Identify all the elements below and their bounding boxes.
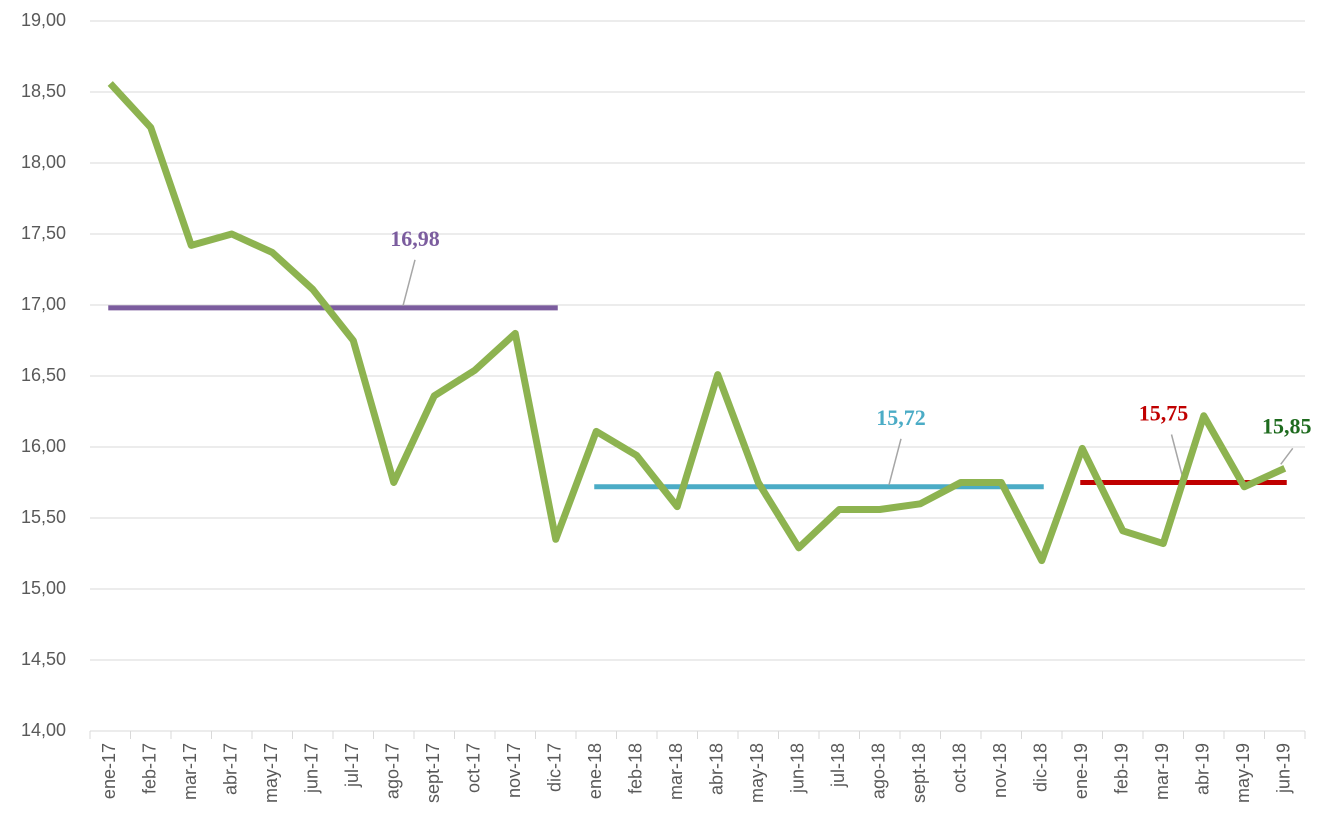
x-tick-label: may-19 [1233,743,1253,803]
y-tick-label: 17,50 [21,223,66,243]
x-tick-label: ago-18 [869,743,889,799]
x-tick-label: abr-17 [221,743,241,795]
leader-line [1280,447,1294,465]
y-tick-label: 17,00 [21,294,66,314]
x-tick-label: mar-17 [180,743,200,800]
y-tick-label: 14,00 [21,720,66,740]
x-tick-label: abr-18 [707,743,727,795]
x-tick-label: dic-18 [1031,743,1051,792]
y-tick-label: 14,50 [21,649,66,669]
x-tick-label: feb-18 [626,743,646,794]
x-tick-label: mar-18 [666,743,686,800]
y-tick-label: 18,50 [21,81,66,101]
x-tick-label: mar-19 [1152,743,1172,800]
x-tick-label: jun-17 [302,743,322,794]
y-tick-label: 19,00 [21,10,66,30]
x-tick-label: nov-17 [504,743,524,798]
x-tick-label: sept-18 [909,743,929,803]
x-tick-label: ago-17 [383,743,403,799]
leader-line [402,259,416,307]
x-tick-label: may-17 [261,743,281,803]
end-label: 15,85 [1262,413,1312,438]
x-tick-label: feb-19 [1112,743,1132,794]
y-tick-label: 15,00 [21,578,66,598]
x-tick-label: abr-19 [1193,743,1213,795]
x-tick-label: jun-19 [1274,743,1294,794]
y-tick-label: 16,50 [21,365,66,385]
x-tick-label: nov-18 [990,743,1010,798]
average-label: 16,98 [390,226,440,251]
x-tick-label: oct-17 [464,743,484,793]
x-tick-label: ene-18 [585,743,605,799]
y-tick-label: 15,50 [21,507,66,527]
y-tick-label: 16,00 [21,436,66,456]
data-line [107,81,1287,565]
x-tick-label: ene-17 [99,743,119,799]
leader-line [888,438,902,485]
x-tick-label: jul-18 [828,743,848,788]
y-tick-label: 18,00 [21,152,66,172]
average-label: 15,75 [1139,401,1189,426]
x-tick-label: jul-17 [342,743,362,788]
leader-line [1170,434,1185,481]
x-tick-label: dic-17 [545,743,565,792]
average-label: 15,72 [876,405,926,430]
x-tick-label: sept-17 [423,743,443,803]
x-tick-label: jun-18 [788,743,808,794]
x-tick-label: oct-18 [950,743,970,793]
x-tick-label: may-18 [747,743,767,803]
x-tick-label: feb-17 [140,743,160,794]
x-tick-label: ene-19 [1071,743,1091,799]
